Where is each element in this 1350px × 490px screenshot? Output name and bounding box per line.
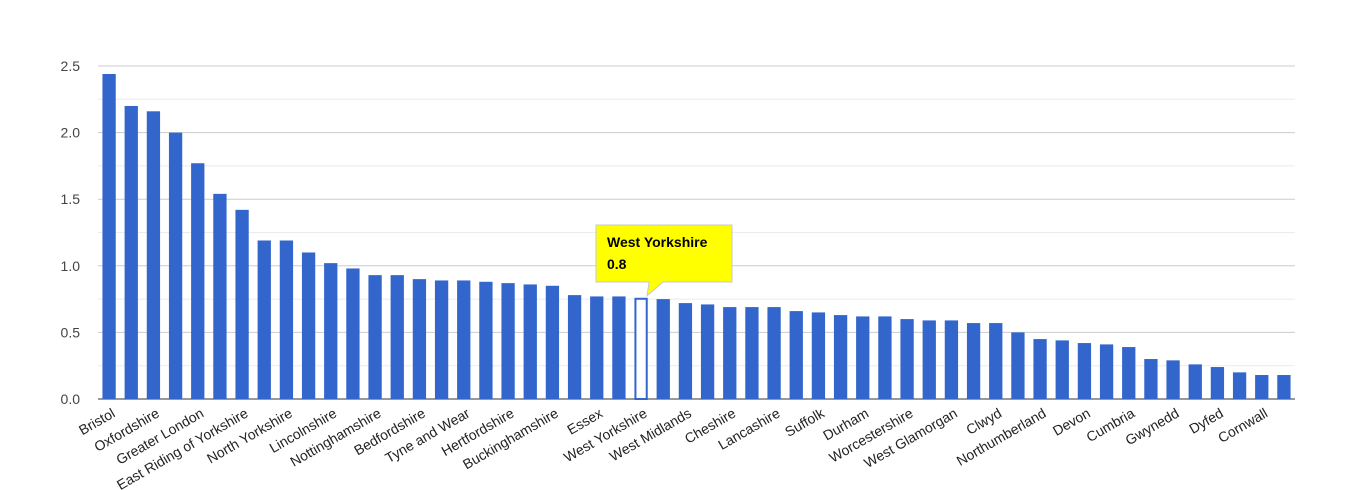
bar[interactable] [900, 319, 914, 399]
bar[interactable] [501, 283, 515, 399]
y-tick-label: 1.0 [61, 258, 81, 274]
y-tick-label: 2.5 [61, 58, 81, 74]
bar[interactable] [1232, 372, 1247, 399]
bar[interactable] [457, 280, 471, 399]
bar[interactable] [723, 307, 737, 399]
bar[interactable] [324, 263, 338, 399]
bar[interactable] [1255, 375, 1269, 399]
bar[interactable] [1166, 360, 1180, 399]
bar[interactable] [545, 285, 560, 399]
bar[interactable] [700, 304, 715, 399]
bars [102, 73, 1291, 401]
x-tick-label: Suffolk [782, 404, 828, 440]
bar[interactable] [944, 320, 959, 399]
bar[interactable] [1055, 340, 1069, 399]
bar[interactable] [1277, 375, 1291, 399]
bar[interactable] [1011, 332, 1025, 399]
bar[interactable] [878, 316, 892, 399]
x-tick-label: Cornwall [1215, 405, 1270, 446]
bar[interactable] [235, 209, 249, 399]
bar[interactable] [1099, 344, 1114, 399]
bar[interactable] [966, 323, 981, 399]
tooltip: West Yorkshire 0.8 [595, 224, 733, 298]
bar[interactable] [213, 193, 227, 399]
bar[interactable] [811, 312, 826, 399]
bar[interactable] [590, 296, 604, 399]
bar-highlighted[interactable] [634, 297, 648, 401]
y-tick-label: 2.0 [61, 125, 81, 141]
bar[interactable] [922, 320, 936, 399]
y-tick-label: 0.5 [61, 324, 81, 340]
bar[interactable] [1144, 359, 1158, 399]
bar[interactable] [1033, 339, 1047, 399]
tooltip-label: West Yorkshire [607, 234, 708, 250]
bar[interactable] [346, 268, 360, 399]
bar[interactable] [124, 105, 138, 400]
bar[interactable] [523, 284, 537, 399]
bar[interactable] [1188, 364, 1202, 399]
bar[interactable] [789, 311, 803, 399]
bar[interactable] [1210, 367, 1225, 399]
bar[interactable] [257, 240, 271, 399]
bar[interactable] [301, 252, 316, 399]
y-tick-label: 1.5 [61, 191, 81, 207]
bar[interactable] [745, 307, 759, 399]
bar[interactable] [989, 323, 1003, 399]
bar[interactable] [1122, 347, 1136, 399]
tooltip-value: 0.8 [607, 256, 627, 272]
bar[interactable] [612, 296, 626, 399]
bar[interactable] [368, 275, 382, 399]
bar[interactable] [434, 280, 449, 399]
bar[interactable] [678, 303, 693, 399]
bar[interactable] [833, 315, 848, 399]
bar[interactable] [567, 295, 582, 399]
bar[interactable] [146, 111, 161, 400]
bar[interactable] [102, 73, 116, 399]
y-axis: 0.0 0.5 1.0 1.5 2.0 2.5 [61, 58, 81, 407]
bar[interactable] [479, 281, 493, 399]
bar[interactable] [279, 240, 294, 399]
bar[interactable] [1077, 343, 1092, 399]
tooltip-box [595, 224, 733, 298]
bar[interactable] [168, 132, 183, 399]
y-tick-label: 0.0 [61, 391, 81, 407]
bar[interactable] [390, 275, 404, 399]
bar[interactable] [856, 316, 870, 399]
bar[interactable] [412, 279, 427, 399]
bar[interactable] [767, 307, 781, 399]
bar[interactable] [656, 299, 670, 399]
bar[interactable] [191, 163, 205, 399]
